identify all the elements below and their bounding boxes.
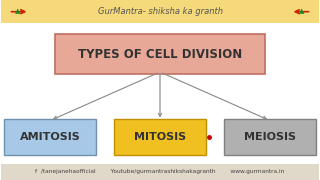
FancyBboxPatch shape xyxy=(4,119,96,155)
FancyBboxPatch shape xyxy=(1,0,319,23)
Text: f  /tanejanehaofficial        Youtube/gurmantrashikshakagranth        www.gurman: f /tanejanehaofficial Youtube/gurmantras… xyxy=(36,169,284,174)
Text: GurMantra- shiksha ka granth: GurMantra- shiksha ka granth xyxy=(98,7,222,16)
FancyBboxPatch shape xyxy=(1,164,319,180)
Text: AMITOSIS: AMITOSIS xyxy=(20,132,80,142)
Text: ▲: ▲ xyxy=(15,8,21,14)
Text: MEIOSIS: MEIOSIS xyxy=(244,132,296,142)
Text: MITOSIS: MITOSIS xyxy=(134,132,186,142)
FancyBboxPatch shape xyxy=(55,34,265,74)
FancyBboxPatch shape xyxy=(114,119,206,155)
FancyBboxPatch shape xyxy=(224,119,316,155)
Text: ▲: ▲ xyxy=(299,8,305,14)
Text: TYPES OF CELL DIVISION: TYPES OF CELL DIVISION xyxy=(78,48,242,60)
